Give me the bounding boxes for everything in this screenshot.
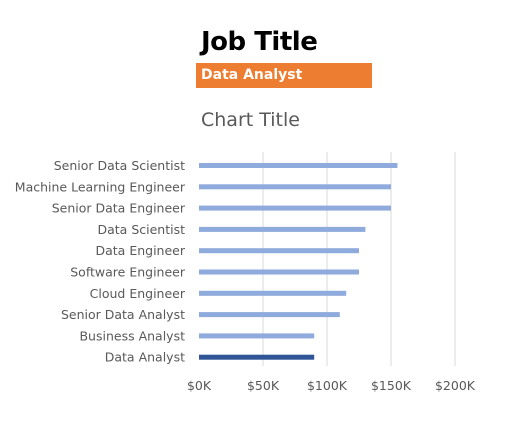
bar xyxy=(199,184,391,190)
x-tick-label: $50K xyxy=(247,378,280,393)
slicer-selected-item[interactable]: Data Analyst xyxy=(196,63,372,88)
x-axis-tick-labels: $0K $50K $100K $150K $200K xyxy=(187,378,476,393)
bar xyxy=(199,290,347,296)
bar xyxy=(199,333,315,339)
category-label: Data Scientist xyxy=(98,222,186,237)
category-label: Senior Data Scientist xyxy=(54,158,185,173)
category-label: Data Analyst xyxy=(105,350,185,365)
category-label: Senior Data Engineer xyxy=(52,201,186,216)
category-label: Cloud Engineer xyxy=(90,286,186,301)
bar xyxy=(199,205,391,211)
x-tick-label: $200K xyxy=(435,378,476,393)
bar xyxy=(199,226,366,232)
category-label: Senior Data Analyst xyxy=(61,307,185,322)
x-tick-label: $0K xyxy=(187,378,212,393)
category-label: Data Engineer xyxy=(96,243,186,258)
x-tick-label: $150K xyxy=(371,378,412,393)
chart-title: Chart Title xyxy=(201,109,300,131)
category-label: Machine Learning Engineer xyxy=(15,179,186,194)
bar xyxy=(199,269,359,275)
bar xyxy=(199,312,340,318)
bar xyxy=(199,354,315,360)
x-tick-label: $100K xyxy=(307,378,348,393)
slicer-title: Job Title xyxy=(201,27,318,57)
category-labels: Senior Data Scientist Machine Learning En… xyxy=(15,158,186,365)
bar xyxy=(199,248,359,254)
bar xyxy=(199,163,398,168)
bars xyxy=(199,163,398,360)
category-label: Business Analyst xyxy=(79,328,185,343)
category-label: Software Engineer xyxy=(70,265,186,280)
